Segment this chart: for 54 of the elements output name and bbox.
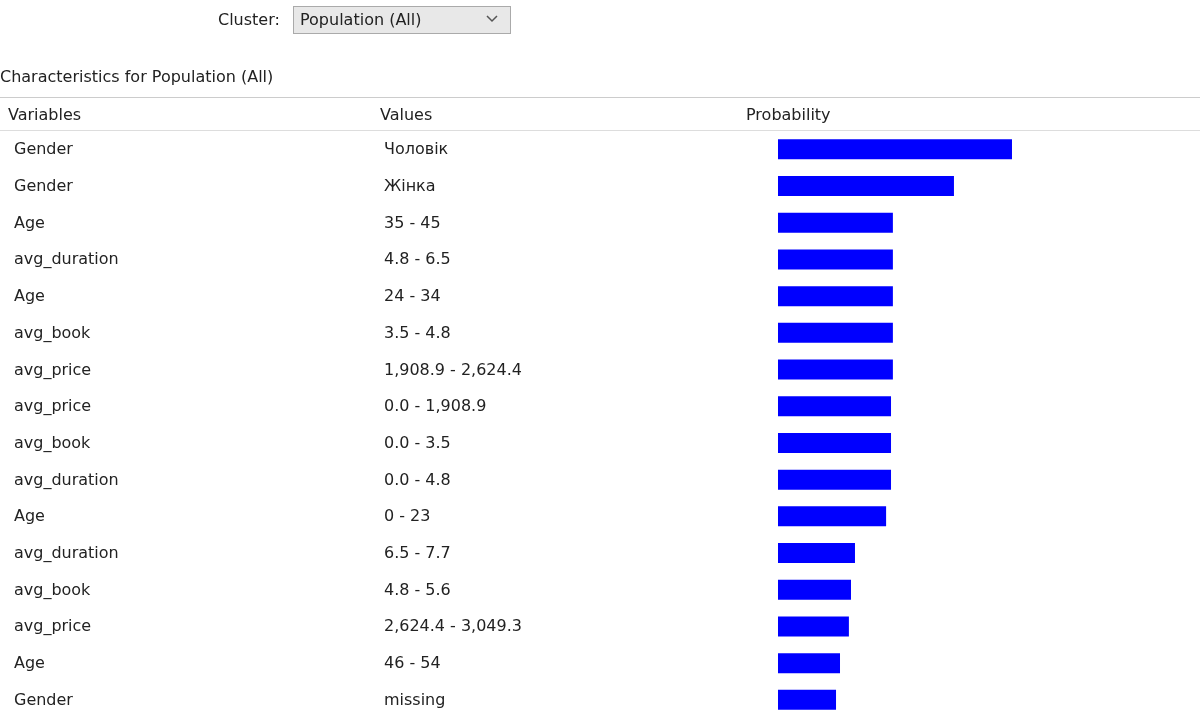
y-tick-label: 46 - 54 xyxy=(384,653,441,673)
text: Age xyxy=(14,286,45,306)
text: Values xyxy=(380,105,433,124)
text: avg_price xyxy=(14,359,92,380)
y-tick-label: 0.0 - 4.8 xyxy=(384,469,451,489)
bar xyxy=(778,653,840,674)
text: Cluster: xyxy=(218,10,280,29)
text: Gender xyxy=(14,176,74,196)
y-tick-label: 0.0 - 1,908.9 xyxy=(384,396,487,416)
text: Gender xyxy=(14,689,74,709)
y-tick-label: 0.0 - 3.5 xyxy=(384,432,451,452)
bar xyxy=(778,506,887,527)
text: avg_book xyxy=(14,432,92,453)
x-axis-title: Probability xyxy=(746,105,831,124)
text: avg_price xyxy=(14,616,92,637)
text: Age xyxy=(14,212,45,232)
text: Population (All) xyxy=(300,10,422,29)
bar xyxy=(778,579,851,600)
y-tick-label: 0 - 23 xyxy=(384,506,431,526)
bar xyxy=(778,176,954,197)
text: Variables xyxy=(8,105,82,124)
text: Characteristics for Population (All) xyxy=(0,67,274,86)
y-tick-label: 3.5 - 4.8 xyxy=(384,322,451,342)
y-tick-label: 35 - 45 xyxy=(384,212,441,232)
text: avg_duration xyxy=(14,249,119,270)
y-tick-label: 4.8 - 6.5 xyxy=(384,249,451,269)
y-tick-label: 6.5 - 7.7 xyxy=(384,543,451,563)
bar xyxy=(778,616,849,637)
text: avg_book xyxy=(14,322,92,343)
y-tick-label: 4.8 - 5.6 xyxy=(384,579,451,599)
bar xyxy=(778,139,1012,160)
text: avg_price xyxy=(14,396,92,417)
y-tick-label: Чоловік xyxy=(384,139,449,159)
y-tick-label: 24 - 34 xyxy=(384,286,441,306)
text: avg_duration xyxy=(14,543,119,564)
text: Age xyxy=(14,506,45,526)
text: Age xyxy=(14,653,45,673)
bar xyxy=(778,212,893,233)
bar xyxy=(778,432,892,453)
y-tick-label: 1,908.9 - 2,624.4 xyxy=(384,359,522,379)
bar xyxy=(778,322,893,343)
bar xyxy=(778,286,893,307)
bar xyxy=(778,543,855,564)
y-tick-label: 2,624.4 - 3,049.3 xyxy=(384,616,522,636)
bar xyxy=(778,396,892,417)
y-tick-label: missing xyxy=(384,689,446,709)
bar xyxy=(778,359,893,380)
bar xyxy=(778,249,893,270)
y-tick-label: Жінка xyxy=(384,176,436,196)
bar xyxy=(778,469,892,490)
bar xyxy=(778,689,837,710)
text: avg_duration xyxy=(14,469,119,490)
text: Gender xyxy=(14,139,74,159)
text: avg_book xyxy=(14,579,92,600)
